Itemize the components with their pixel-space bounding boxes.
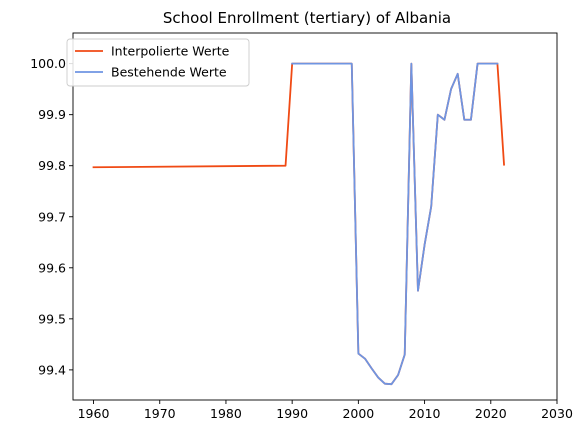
x-axis: 1960 1970 1980 1990 2000 2010 2020 2030	[78, 400, 573, 421]
x-tick-label: 1970	[144, 406, 176, 421]
y-tick-label: 99.8	[38, 158, 66, 173]
y-tick-label: 100.0	[30, 56, 66, 71]
legend-label-1: Bestehende Werte	[111, 65, 227, 80]
y-tick-label: 99.5	[38, 311, 66, 326]
series-line-1	[291, 62, 499, 386]
y-tick-label: 99.7	[38, 209, 66, 224]
x-tick-label: 1980	[210, 406, 242, 421]
x-tick-label: 1960	[78, 406, 110, 421]
legend-label-0: Interpolierte Werte	[111, 44, 230, 59]
y-tick-label: 99.9	[38, 107, 66, 122]
x-tick-label: 1990	[276, 406, 308, 421]
series-layer	[92, 62, 505, 386]
x-tick-label: 2000	[342, 406, 374, 421]
legend: Interpolierte Werte Bestehende Werte	[66, 38, 250, 87]
legend-box	[66, 38, 250, 87]
chart-title: School Enrollment (tertiary) of Albania	[163, 9, 451, 27]
y-tick-label: 99.6	[38, 260, 66, 275]
y-tick-label: 99.4	[38, 362, 66, 377]
x-tick-label: 2020	[475, 406, 507, 421]
x-tick-label: 2010	[409, 406, 441, 421]
plot-area	[73, 33, 557, 400]
y-axis: 99.4 99.5 99.6 99.7 99.8 99.9 100.0	[30, 56, 73, 377]
x-tick-label: 2030	[541, 406, 573, 421]
